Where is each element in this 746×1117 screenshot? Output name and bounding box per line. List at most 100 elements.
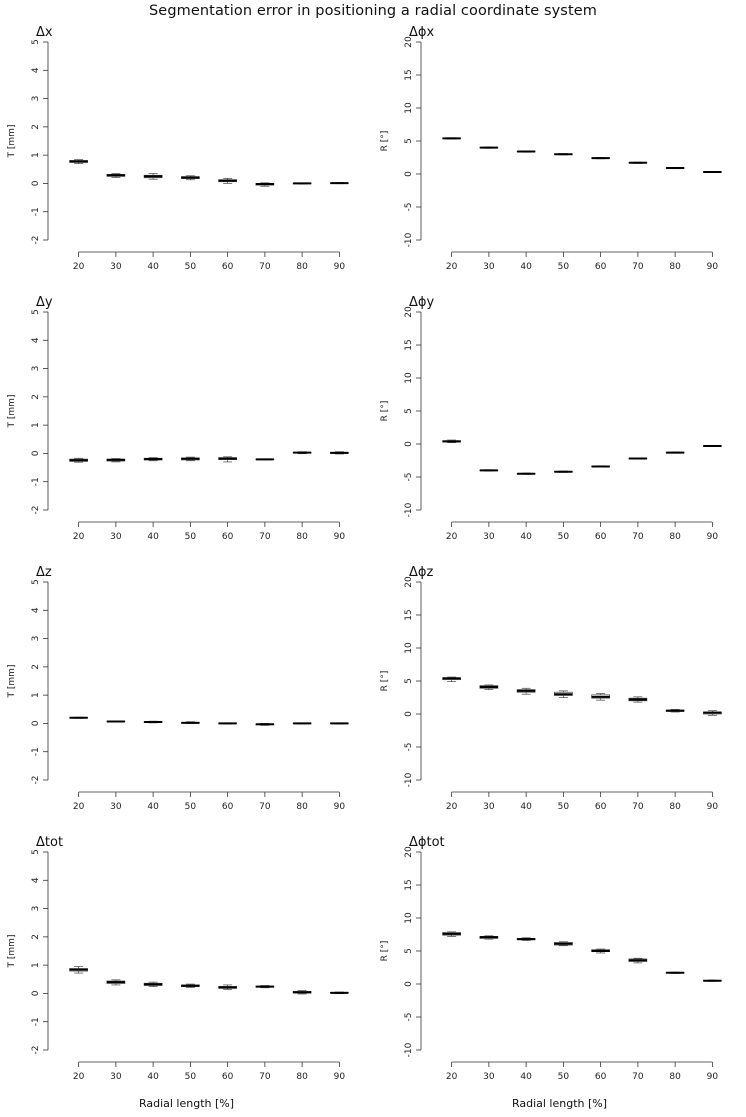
y-axis-label: R [°] xyxy=(380,671,390,692)
y-tick-label: 15 xyxy=(404,339,414,350)
box-70 xyxy=(255,723,275,726)
figure-title: Segmentation error in positioning a radi… xyxy=(149,3,597,19)
x-tick-label: 90 xyxy=(707,1072,719,1082)
y-tick-label: 5 xyxy=(31,849,41,855)
x-tick-label: 80 xyxy=(669,532,681,542)
boxplot-svg: Δy -2 -1 0 1 2 3 4 5 T [mm] 20 30 40 50 60 70 80 90 xyxy=(7,295,349,542)
box-30 xyxy=(479,684,499,690)
y-tick-label: 5 xyxy=(404,948,414,954)
box-20 xyxy=(442,439,461,444)
y-tick-label: -5 xyxy=(404,743,414,752)
x-tick-label: 50 xyxy=(185,802,197,812)
x-tick-label: 70 xyxy=(632,532,644,542)
box-60 xyxy=(591,157,610,160)
y-tick-label: 0 xyxy=(404,711,414,717)
panel-label: Δϕx xyxy=(409,25,434,40)
panel-label: Δϕtot xyxy=(409,835,445,850)
boxplot-svg: Δϕy -10 -5 0 5 10 15 20 R [°] 20 30 40 50 60 70 80 90 xyxy=(380,295,722,542)
box-80 xyxy=(292,722,312,725)
x-tick-label: 40 xyxy=(520,1072,532,1082)
y-tick-label: 3 xyxy=(31,906,41,912)
box-20 xyxy=(442,137,461,140)
x-tick-label: 80 xyxy=(296,1072,308,1082)
boxplot-svg: Δϕz -10 -5 0 5 10 15 20 R [°] 20 30 40 50 60 70 80 90 xyxy=(380,565,722,812)
box-70 xyxy=(628,457,648,460)
x-tick-label: 60 xyxy=(222,262,234,272)
y-tick-label: 0 xyxy=(31,450,41,456)
y-tick-label: 4 xyxy=(31,877,41,883)
y-tick-label: 15 xyxy=(404,69,414,80)
panel-label: Δtot xyxy=(36,835,63,850)
x-tick-label: 30 xyxy=(483,1072,495,1082)
box-20 xyxy=(442,676,461,683)
y-tick-label: 4 xyxy=(31,607,41,613)
box-50 xyxy=(554,153,573,156)
x-tick-label: 60 xyxy=(222,802,234,812)
y-tick-label: 0 xyxy=(404,171,414,177)
box-40 xyxy=(516,937,536,941)
x-tick-label: 40 xyxy=(147,802,159,812)
x-tick-label: 90 xyxy=(707,262,719,272)
y-tick-label: 20 xyxy=(404,36,414,48)
y-tick-label: 20 xyxy=(404,846,414,858)
y-tick-label: 5 xyxy=(404,138,414,144)
x-tick-label: 20 xyxy=(446,262,458,272)
boxplot-svg: Δtot -2 -1 0 1 2 3 4 5 T [mm] 20 30 40 50 60 70 80 90 xyxy=(7,835,349,1082)
x-tick-label: 60 xyxy=(222,532,234,542)
box-40 xyxy=(516,472,536,475)
box-20 xyxy=(69,457,88,463)
box-30 xyxy=(479,146,499,149)
boxplot-svg: Δx -2 -1 0 1 2 3 4 5 T [mm] 20 30 40 50 60 70 80 90 xyxy=(7,25,349,272)
box-50 xyxy=(554,690,573,698)
y-tick-label: 5 xyxy=(31,309,41,315)
y-tick-label: 15 xyxy=(404,609,414,620)
y-tick-label: -1 xyxy=(31,477,41,486)
box-20 xyxy=(69,159,88,164)
box-50 xyxy=(554,470,573,473)
x-tick-label: 40 xyxy=(147,1072,159,1082)
box-30 xyxy=(479,469,499,472)
y-tick-label: 1 xyxy=(31,692,41,698)
y-tick-label: -10 xyxy=(404,232,414,247)
box-60 xyxy=(218,177,237,184)
box-40 xyxy=(143,720,163,724)
y-tick-label: -10 xyxy=(404,1042,414,1057)
y-tick-label: 3 xyxy=(31,96,41,102)
box-90 xyxy=(330,991,349,995)
box-70 xyxy=(628,957,648,964)
x-tick-label: 30 xyxy=(110,262,122,272)
x-tick-label: 90 xyxy=(334,532,346,542)
y-tick-label: 5 xyxy=(404,408,414,414)
x-tick-label: 70 xyxy=(259,802,271,812)
box-60 xyxy=(218,984,237,990)
y-tick-label: -5 xyxy=(404,1013,414,1022)
x-tick-label: 30 xyxy=(110,532,122,542)
y-tick-label: 2 xyxy=(31,124,41,130)
box-70 xyxy=(255,985,275,989)
box-40 xyxy=(143,981,163,987)
box-60 xyxy=(591,693,610,701)
y-tick-label: 2 xyxy=(31,664,41,670)
box-90 xyxy=(703,710,722,716)
x-tick-label: 70 xyxy=(259,262,271,272)
boxplot-svg: Δz -2 -1 0 1 2 3 4 5 T [mm] 20 30 40 50 60 70 80 90 xyxy=(7,565,349,812)
box-50 xyxy=(181,721,200,724)
panel-delta-y: Δy -2 -1 0 1 2 3 4 5 T [mm] 20 30 40 50 60 70 80 90 xyxy=(0,292,373,562)
panel-label: Δz xyxy=(36,565,52,580)
panel-delta-phi-z: Δϕz -10 -5 0 5 10 15 20 R [°] 20 30 40 50 60 70 80 90 xyxy=(373,562,746,832)
y-axis-label: T [mm] xyxy=(7,125,17,159)
y-tick-label: 0 xyxy=(404,981,414,987)
y-tick-label: 1 xyxy=(31,962,41,968)
panel-delta-tot: Δtot -2 -1 0 1 2 3 4 5 T [mm] 20 30 40 50 60 70 80 90 xyxy=(0,832,373,1102)
x-tick-label: 30 xyxy=(483,802,495,812)
x-tick-label: 50 xyxy=(558,1072,570,1082)
x-tick-label: 90 xyxy=(334,802,346,812)
y-tick-label: 3 xyxy=(31,366,41,372)
box-80 xyxy=(292,990,312,995)
x-tick-label: 80 xyxy=(296,262,308,272)
x-tick-label: 40 xyxy=(520,262,532,272)
box-90 xyxy=(703,444,722,447)
y-tick-label: 4 xyxy=(31,337,41,343)
x-tick-label: 60 xyxy=(595,262,607,272)
box-90 xyxy=(703,979,722,982)
